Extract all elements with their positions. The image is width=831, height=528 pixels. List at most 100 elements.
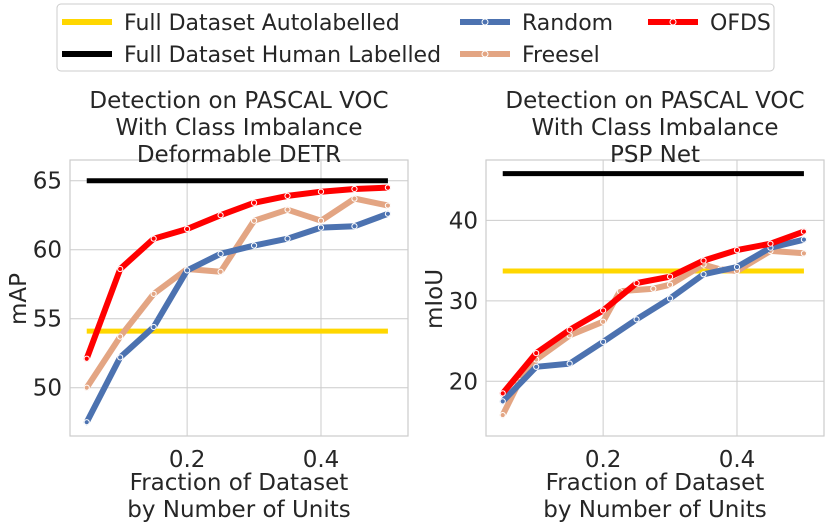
data-point-random <box>317 224 325 231</box>
series-line-freesel <box>83 195 391 391</box>
x-axis-label-line-1: Fraction of Dataset <box>130 470 349 496</box>
data-point-random <box>666 295 674 302</box>
y-tick-label: 50 <box>33 376 62 402</box>
data-point-ofds <box>666 273 674 280</box>
series-line-freesel <box>499 247 807 419</box>
data-point-ofds <box>184 225 191 233</box>
data-point-ofds <box>767 240 774 247</box>
data-point-freesel <box>284 206 291 213</box>
y-axis-label: mIoU <box>422 269 448 329</box>
legend-entry-autolabelled: Full Dataset Autolabelled <box>62 11 400 36</box>
plot-frame <box>69 159 409 437</box>
data-point-random <box>733 263 741 271</box>
chart-title-line-3: PSP Net <box>610 142 700 168</box>
legend-marker-ofds <box>669 18 677 26</box>
legend-entry-random: Random <box>460 11 613 36</box>
data-point-freesel <box>600 318 607 325</box>
legend-entry-freesel: Freesel <box>460 43 600 68</box>
plot-area: 0.2 0.4 50 55 60 65 <box>33 159 409 473</box>
data-point-ofds <box>633 280 640 287</box>
y-tick-label: 30 <box>449 289 478 315</box>
chart-title-line-2: With Class Imbalance <box>115 115 362 141</box>
data-point-random <box>217 250 224 257</box>
legend-label-random: Random <box>522 11 613 36</box>
legend-label-human-labelled: Full Dataset Human Labelled <box>124 43 441 68</box>
y-tick-label: 55 <box>33 307 62 333</box>
chart-title-line-2: With Class Imbalance <box>531 115 778 141</box>
series-line-ofds <box>83 184 391 362</box>
x-axis-label-line-2: by Number of Units <box>127 497 351 523</box>
data-point-freesel <box>351 195 358 202</box>
data-point-freesel <box>666 281 674 288</box>
data-point-random <box>83 419 90 426</box>
legend-entry-human-labelled: Full Dataset Human Labelled <box>62 43 441 68</box>
data-point-ofds <box>217 212 224 219</box>
data-point-freesel <box>117 333 124 340</box>
y-axis-label: mAP <box>6 273 32 325</box>
data-point-ofds <box>384 184 392 191</box>
data-point-random <box>700 271 707 278</box>
legend-marker-freesel <box>481 50 489 58</box>
data-point-random <box>150 323 157 331</box>
chart-title-line-1: Detection on PASCAL VOC <box>89 88 388 114</box>
data-point-random <box>533 363 540 370</box>
legend-label-ofds: OFDS <box>710 11 771 36</box>
data-point-ofds <box>600 307 607 314</box>
data-point-freesel <box>250 217 258 224</box>
data-point-ofds <box>733 247 741 254</box>
data-point-random <box>351 223 358 230</box>
y-tick-label: 20 <box>449 369 478 395</box>
chart-deformable-detr: 0.2 0.4 50 55 60 65 Detection on PASCAL VOC W… <box>6 88 409 523</box>
x-tick-label: 0.4 <box>303 447 340 473</box>
legend-frame <box>56 3 775 72</box>
data-point-random <box>117 354 124 361</box>
series-line-random <box>83 210 391 426</box>
legend-label-freesel: Freesel <box>522 43 600 68</box>
data-point-random <box>499 398 506 405</box>
data-point-ofds <box>800 228 808 235</box>
data-point-ofds <box>351 185 358 193</box>
data-point-freesel <box>499 411 506 419</box>
data-point-random <box>384 210 392 217</box>
y-tick-label: 65 <box>33 169 62 195</box>
data-point-ofds <box>533 350 540 357</box>
x-axis-label-line-2: by Number of Units <box>543 497 767 523</box>
y-tick-label: 60 <box>33 238 62 264</box>
plot-frame <box>485 159 825 437</box>
chart-title-line-3: Deformable DETR <box>137 142 341 168</box>
data-point-freesel <box>317 217 325 224</box>
data-point-freesel <box>150 290 157 297</box>
legend-marker-random <box>481 18 489 26</box>
x-tick-label: 0.2 <box>585 447 622 473</box>
data-point-ofds <box>499 390 506 397</box>
data-point-ofds <box>117 265 124 273</box>
data-point-ofds <box>83 355 90 362</box>
data-point-ofds <box>566 326 573 333</box>
data-point-random <box>250 242 258 249</box>
legend: Full Dataset Autolabelled Full Dataset H… <box>56 3 775 72</box>
data-point-freesel <box>800 250 808 257</box>
data-point-ofds <box>150 235 157 242</box>
data-point-ofds <box>700 257 707 264</box>
chart-psp-net: 0.2 0.4 20 30 40 Detection on PASCAL VOC Wit… <box>422 88 825 523</box>
legend-label-autolabelled: Full Dataset Autolabelled <box>124 11 400 36</box>
data-point-random <box>633 316 640 323</box>
legend-entry-ofds: OFDS <box>648 11 771 36</box>
data-point-random <box>600 338 607 345</box>
x-tick-label: 0.4 <box>719 447 756 473</box>
chart-title-line-1: Detection on PASCAL VOC <box>505 88 804 114</box>
data-point-freesel <box>83 384 90 391</box>
x-tick-label: 0.2 <box>169 447 206 473</box>
data-point-random <box>566 360 573 367</box>
data-point-random <box>800 236 808 243</box>
y-tick-label: 40 <box>449 208 478 234</box>
data-point-ofds <box>250 199 258 206</box>
data-point-ofds <box>284 192 291 199</box>
data-point-random <box>184 267 191 274</box>
data-point-random <box>284 235 291 242</box>
data-point-ofds <box>317 188 325 195</box>
plot-area: 0.2 0.4 20 30 40 <box>449 159 825 473</box>
data-point-freesel <box>384 202 392 209</box>
data-point-freesel <box>217 268 224 275</box>
